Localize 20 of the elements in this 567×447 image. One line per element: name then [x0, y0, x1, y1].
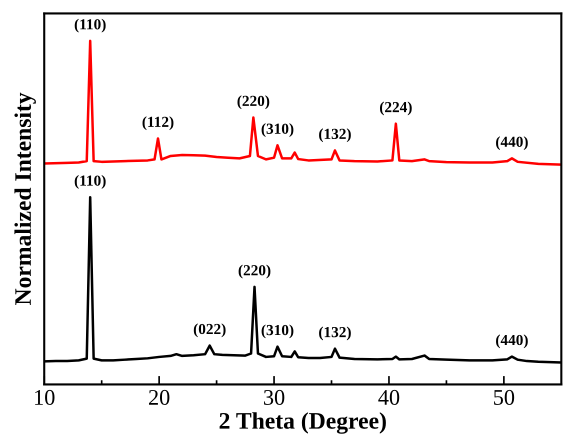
annotation: (440) [496, 334, 528, 348]
annotation: (224) [380, 101, 412, 116]
annotation: (132) [319, 128, 351, 142]
annotation: (440) [496, 136, 528, 150]
annotation: (112) [142, 116, 174, 130]
x-tick-label: 40 [378, 390, 400, 405]
x-axis-title: 2 Theta (Degree) [220, 412, 386, 434]
annotation: (310) [262, 123, 294, 137]
x-tick-label: 30 [264, 390, 284, 405]
x-tick-label: 10 [35, 390, 54, 405]
annotation: (310) [262, 324, 294, 338]
y-axis-title: Normalized Intensity [14, 92, 36, 306]
annotation: (110) [74, 18, 106, 33]
x-tick-label: 50 [494, 390, 514, 405]
annotation: (220) [237, 95, 270, 110]
annotation: (132) [319, 326, 351, 340]
annotation: (220) [238, 264, 270, 279]
annotation: (110) [74, 175, 106, 189]
annotation: (022) [194, 323, 226, 338]
x-tick-label: 20 [149, 390, 170, 405]
